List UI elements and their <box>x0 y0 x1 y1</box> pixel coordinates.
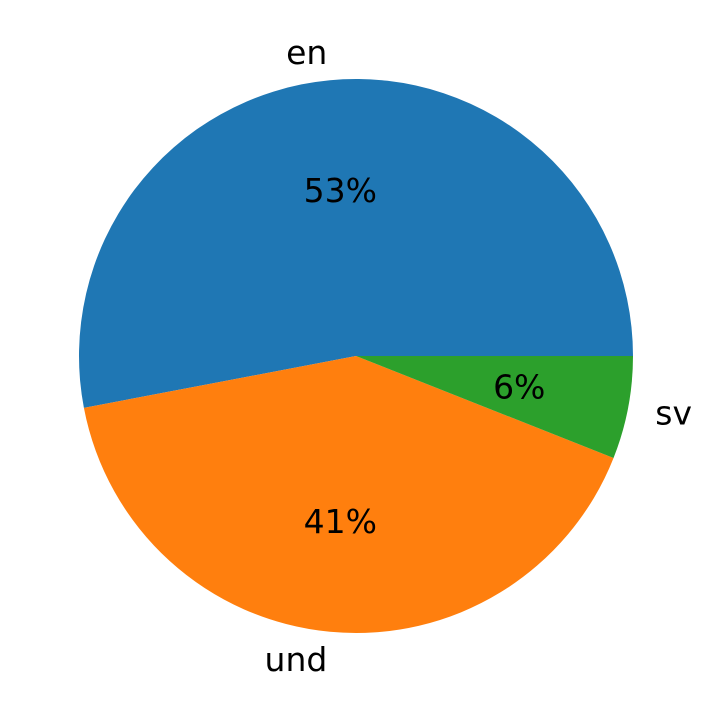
pie-slice-und <box>83 356 614 634</box>
pie-labels: en 53% und 41% sv 6% <box>265 33 692 679</box>
pie-slices <box>79 78 633 634</box>
slice-label-und: und <box>265 640 328 679</box>
pie-slice-en <box>79 78 633 408</box>
pie-slice-sv <box>356 356 633 458</box>
pct-label-en: 53% <box>304 171 377 210</box>
slice-label-sv: sv <box>655 394 692 433</box>
pct-label-sv: 6% <box>493 368 545 407</box>
pct-label-und: 41% <box>304 502 377 541</box>
slice-label-en: en <box>286 33 327 72</box>
